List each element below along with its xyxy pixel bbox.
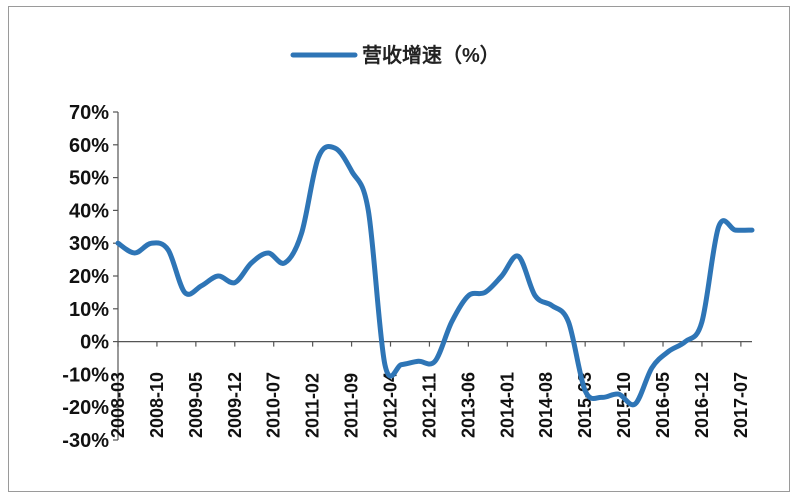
legend-label: 营收增速（%） [362, 43, 500, 67]
y-tick-label: 50% [69, 168, 109, 190]
y-tick-label: 20% [69, 266, 109, 288]
x-tick-label: 2008-03 [108, 372, 128, 438]
x-tick-label: 2011-02 [303, 373, 323, 438]
x-tick-label: 2014-08 [536, 372, 556, 438]
y-tick-label: -30% [62, 430, 109, 452]
y-tick-label: 70% [69, 102, 109, 124]
x-tick-label: 2009-05 [186, 372, 206, 438]
y-tick-label: 30% [69, 233, 109, 255]
y-tick-label: 40% [69, 200, 109, 222]
legend: 营收增速（%） [290, 43, 500, 67]
y-tick-label: -20% [62, 397, 109, 419]
x-tick-label: 2009-12 [225, 372, 245, 438]
x-tick-label: 2014-01 [497, 372, 517, 438]
x-tick-label: 2015-10 [614, 372, 634, 438]
x-tick-label: 2016-05 [653, 372, 673, 438]
y-tick-label: 0% [80, 332, 109, 354]
series-line-0 [115, 144, 755, 408]
x-axis: 2008-03 2008-10 2009-05 2009-12 2010-07 2011-… [108, 341, 752, 438]
x-tick-label: 2015-03 [575, 372, 595, 438]
x-tick-label: 2017-07 [731, 372, 751, 438]
y-tick-label: 60% [69, 135, 109, 157]
x-tick-label: 2012-11 [419, 373, 439, 438]
x-tick-label: 2016-12 [692, 372, 712, 438]
y-axis: 70% 60% 50% 40% 30% 20% 10% 0% -10% -20% -30% [62, 102, 119, 452]
y-tick-label: -10% [62, 364, 109, 386]
x-tick-label: 2008-10 [147, 372, 167, 438]
y-tick-label: 10% [69, 299, 109, 321]
x-tick-label: 2010-07 [264, 372, 284, 438]
x-tick-label: 2013-06 [458, 372, 478, 438]
series-layer [115, 144, 755, 408]
x-tick-label: 2011-09 [342, 373, 362, 438]
x-tick-label: 2012-04 [381, 372, 401, 438]
